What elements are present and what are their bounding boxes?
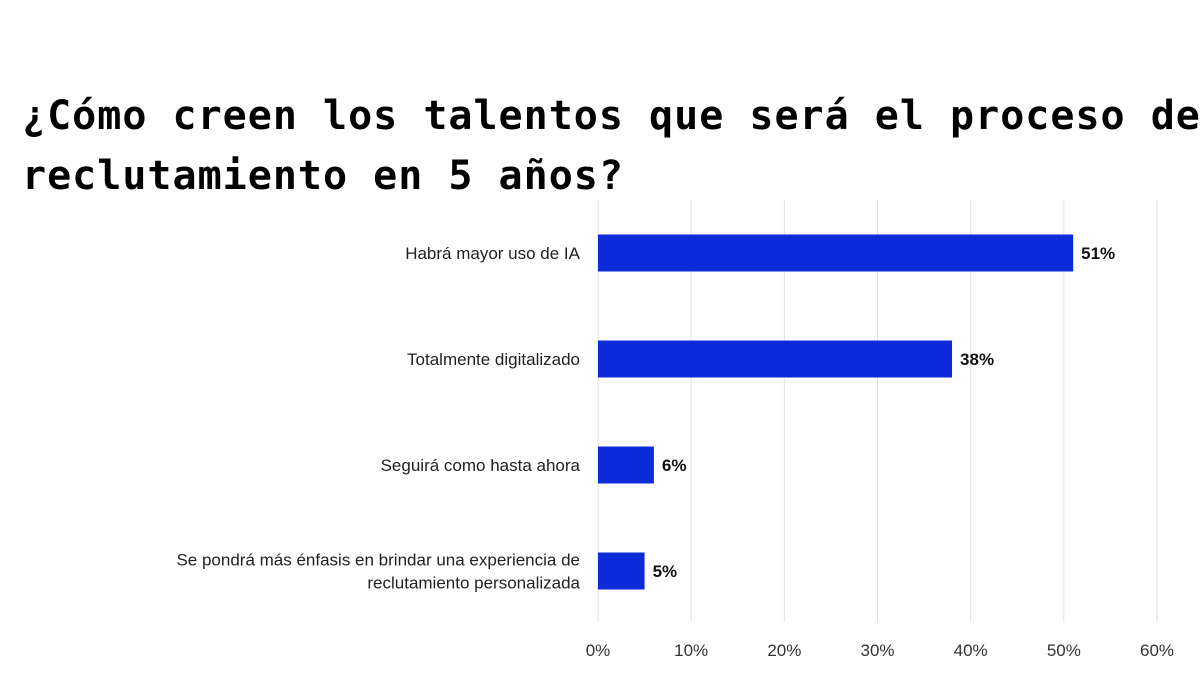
x-tick-label: 40% [954,641,988,660]
x-tick-label: 20% [767,641,801,660]
data-label: 38% [960,350,994,369]
chart-title: ¿Cómo creen los talentos que será el pro… [22,86,1200,206]
bar [598,552,645,590]
category-label: Habrá mayor uso de IA [405,244,580,263]
bar [598,446,654,484]
data-label: 6% [662,456,687,475]
x-tick-label: 50% [1047,641,1081,660]
data-label: 51% [1081,244,1115,263]
chart-title-line-2: reclutamiento en 5 años? [22,153,624,199]
data-label: 5% [653,562,678,581]
x-tick-label: 30% [860,641,894,660]
bar [598,340,953,378]
bar [598,234,1074,272]
x-tick-label: 60% [1140,641,1174,660]
category-label: Seguirá como hasta ahora [381,456,581,475]
x-tick-label: 0% [586,641,611,660]
chart-title-line-1: ¿Cómo creen los talentos que será el pro… [22,93,1200,139]
category-label: Totalmente digitalizado [407,350,580,369]
category-label: reclutamiento personalizada [367,574,580,593]
category-label: Se pondrá más énfasis en brindar una exp… [176,551,580,570]
x-tick-label: 10% [674,641,708,660]
